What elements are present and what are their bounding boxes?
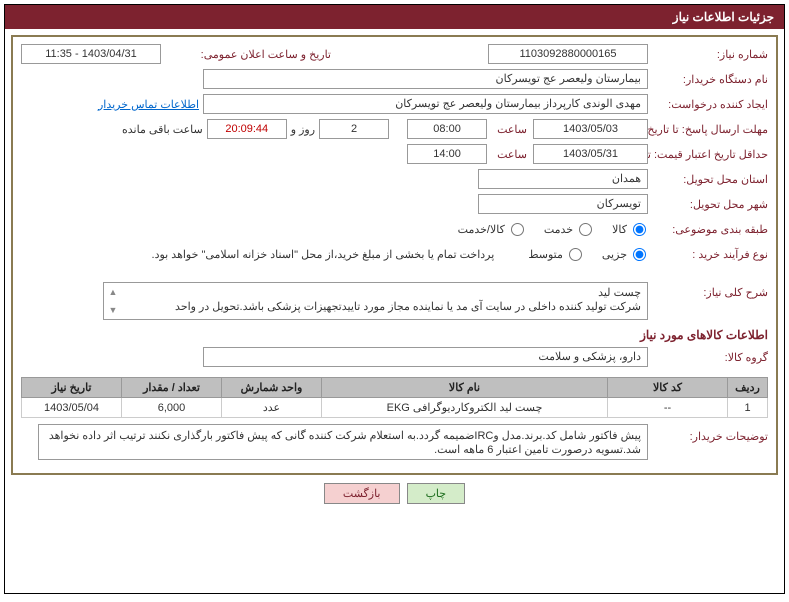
cell-unit: عدد [222,398,322,418]
row-buyer: نام دستگاه خریدار: بیمارستان ولیعصر عج ت… [21,68,768,90]
cell-code: -- [608,398,728,418]
classification-label: طبقه بندی موضوعی: [648,223,768,236]
hours-remaining-label: ساعت باقی مانده [122,123,203,136]
cell-row: 1 [728,398,768,418]
days-label: روز و [291,123,315,136]
goods-group-value: دارو، پزشکی و سلامت [203,347,648,367]
row-requester: ایجاد کننده درخواست: مهدی الوندی کارپردا… [21,93,768,115]
outer-frame: جزئیات اطلاعات نیاز شماره نیاز: 11030928… [4,4,785,594]
buyer-notes-box: پیش فاکتور شامل کد.برند.مدل وIRCضمیمه گر… [38,424,648,460]
radio-service-label: خدمت [544,223,573,236]
goods-group-label: گروه کالا: [648,351,768,364]
need-number-label: شماره نیاز: [648,48,768,61]
deadline-time-value: 08:00 [407,119,487,139]
radio-service[interactable] [579,223,592,236]
validity-time-value: 14:00 [407,144,487,164]
row-classification: طبقه بندی موضوعی: کالا خدمت کالا/خدمت [21,218,768,240]
requester-label: ایجاد کننده درخواست: [648,98,768,111]
city-value: تویسرکان [478,194,648,214]
table-header-row: ردیف کد کالا نام کالا واحد شمارش تعداد /… [22,378,768,398]
buyer-label: نام دستگاه خریدار: [648,73,768,86]
days-remaining-value: 2 [319,119,389,139]
validity-date-value: 1403/05/31 [533,144,648,164]
row-goods-group: گروه کالا: دارو، پزشکی و سلامت [21,346,768,368]
button-row: چاپ بازگشت [5,483,784,504]
deadline-label: مهلت ارسال پاسخ: تا تاریخ: [648,123,768,136]
radio-medium-label: متوسط [528,248,563,261]
buyer-contact-link[interactable]: اطلاعات تماس خریدار [98,98,199,111]
buyer-value: بیمارستان ولیعصر عج تویسرکان [203,69,648,89]
validity-label: حداقل تاریخ اعتبار قیمت: تا تاریخ: [648,148,768,161]
row-deadline: مهلت ارسال پاسخ: تا تاریخ: 1403/05/03 سا… [21,118,768,140]
validity-time-label: ساعت [493,148,527,161]
items-table: ردیف کد کالا نام کالا واحد شمارش تعداد /… [21,377,768,418]
panel-title: جزئیات اطلاعات نیاز [673,10,774,24]
province-label: استان محل تحویل: [648,173,768,186]
cell-name: چست لید الکتروکاردیوگرافی EKG [322,398,608,418]
city-label: شهر محل تحویل: [648,198,768,211]
payment-note: پرداخت تمام یا بخشی از مبلغ خرید،از محل … [152,248,495,261]
col-row: ردیف [728,378,768,398]
row-buyer-notes: توضیحات خریدار: پیش فاکتور شامل کد.برند.… [21,424,768,460]
buyer-notes-label: توضیحات خریدار: [648,424,768,443]
col-qty: تعداد / مقدار [122,378,222,398]
radio-goods-service-label: کالا/خدمت [458,223,505,236]
announce-datetime-label: تاریخ و ساعت اعلان عمومی: [161,48,331,61]
deadline-time-label: ساعت [493,123,527,136]
content-panel: شماره نیاز: 1103092880000165 تاریخ و ساع… [11,35,778,475]
requester-value: مهدی الوندی کارپرداز بیمارستان ولیعصر عج… [203,94,648,114]
need-number-value: 1103092880000165 [488,44,648,64]
cell-qty: 6,000 [122,398,222,418]
row-validity: حداقل تاریخ اعتبار قیمت: تا تاریخ: 1403/… [21,143,768,165]
province-value: همدان [478,169,648,189]
classification-radio-group: کالا خدمت کالا/خدمت [444,223,648,236]
summary-textarea[interactable]: چست لید شرکت تولید کننده داخلی در سایت آ… [103,282,648,320]
col-date: تاریخ نیاز [22,378,122,398]
purchase-type-label: نوع فرآیند خرید : [648,248,768,261]
radio-goods[interactable] [633,223,646,236]
row-need-number: شماره نیاز: 1103092880000165 تاریخ و ساع… [21,43,768,65]
radio-small[interactable] [633,248,646,261]
row-summary: شرح کلی نیاز: چست لید شرکت تولید کننده د… [21,282,768,320]
items-section-title: اطلاعات کالاهای مورد نیاز [21,328,768,342]
row-purchase-type: نوع فرآیند خرید : جزیی متوسط پرداخت تمام… [21,243,768,265]
radio-goods-label: کالا [612,223,627,236]
announce-datetime-value: 1403/04/31 - 11:35 [21,44,161,64]
panel-header: جزئیات اطلاعات نیاز [5,5,784,29]
radio-small-label: جزیی [602,248,627,261]
row-province: استان محل تحویل: همدان [21,168,768,190]
radio-goods-service[interactable] [511,223,524,236]
col-name: نام کالا [322,378,608,398]
cell-date: 1403/05/04 [22,398,122,418]
radio-medium[interactable] [569,248,582,261]
deadline-date-value: 1403/05/03 [533,119,648,139]
summary-text: چست لید شرکت تولید کننده داخلی در سایت آ… [175,287,641,313]
countdown-value: 20:09:44 [207,119,287,139]
table-row: 1 -- چست لید الکتروکاردیوگرافی EKG عدد 6… [22,398,768,418]
purchase-type-radio-group: جزیی متوسط [514,248,648,261]
col-unit: واحد شمارش [222,378,322,398]
col-code: کد کالا [608,378,728,398]
back-button[interactable]: بازگشت [324,483,400,504]
summary-label: شرح کلی نیاز: [648,282,768,299]
print-button[interactable]: چاپ [407,483,466,504]
summary-scroll-icon: ▲▼ [106,285,120,317]
row-city: شهر محل تحویل: تویسرکان [21,193,768,215]
